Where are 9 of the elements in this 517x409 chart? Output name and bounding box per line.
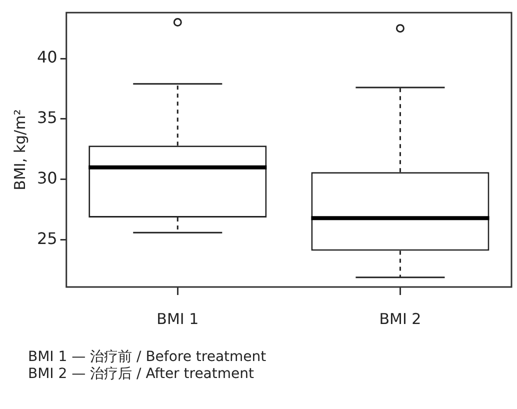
y-axis-title: BMI, kg/m²	[10, 109, 29, 190]
y-tick-label: 30	[37, 168, 58, 188]
y-tick-label: 40	[37, 48, 58, 67]
y-tick-label: 25	[37, 229, 58, 248]
text: BMI 2 — 治疗后 / After treatment	[28, 366, 255, 383]
x-tick-label: BMI 2	[379, 310, 422, 328]
text: BMI 1 — 治疗前 / Before treatment	[28, 349, 268, 366]
x-tick-label: BMI 1	[156, 310, 199, 328]
y-tick-label: 35	[37, 108, 58, 128]
